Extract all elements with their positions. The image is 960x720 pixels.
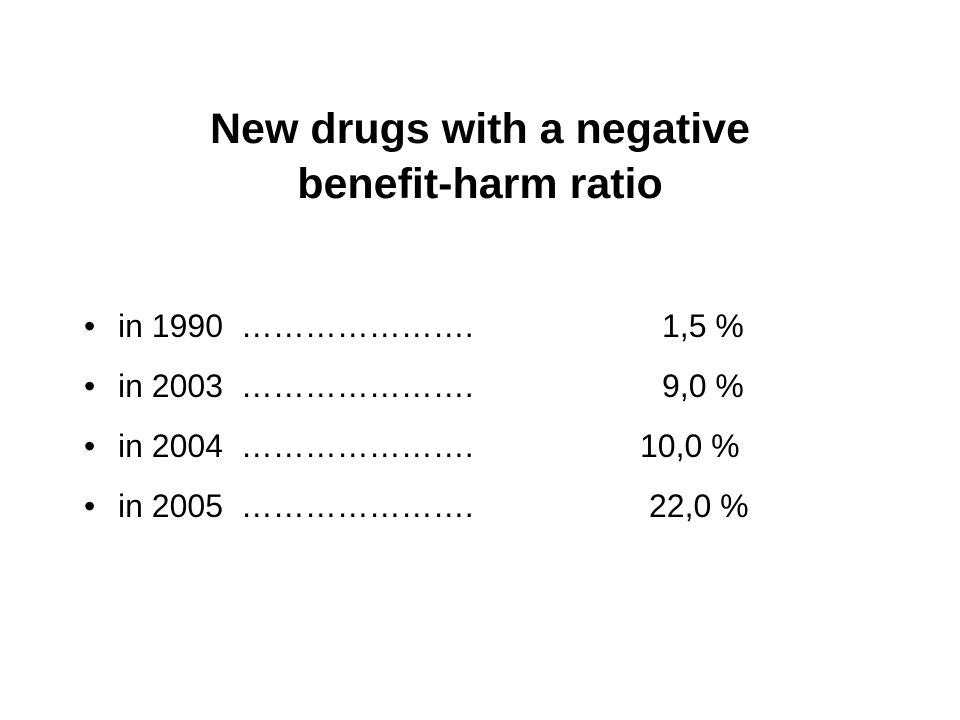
slide-title: New drugs with a negative benefit-harm r… bbox=[60, 102, 900, 212]
bullet-icon: • bbox=[84, 308, 96, 344]
slide-title-line-2: benefit-harm ratio bbox=[297, 160, 663, 208]
bullet-item: • in 2005 …………………. 22,0 % bbox=[84, 481, 864, 541]
bullet-icon: • bbox=[84, 488, 96, 524]
bullet-icon: • bbox=[84, 428, 96, 464]
bullet-label: in 2005 …………………. bbox=[118, 488, 474, 524]
bullet-label: in 1990 …………………. bbox=[118, 308, 474, 344]
bullet-icon: • bbox=[84, 368, 96, 404]
bullet-item: • in 1990 …………………. 1,5 % bbox=[84, 301, 864, 361]
slide-title-line-1: New drugs with a negative bbox=[210, 105, 750, 153]
bullet-item: • in 2003 …………………. 9,0 % bbox=[84, 361, 864, 421]
bullet-value: 9,0 % bbox=[662, 368, 744, 404]
bullet-item: • in 2004 …………………. 10,0 % bbox=[84, 421, 864, 481]
bullet-value: 10,0 % bbox=[640, 428, 740, 464]
bullet-list: • in 1990 …………………. 1,5 % • in 2003 ……………… bbox=[84, 301, 864, 541]
bullet-value: 22,0 % bbox=[649, 488, 749, 524]
bullet-label: in 2004 …………………. bbox=[118, 428, 474, 464]
bullet-value: 1,5 % bbox=[662, 308, 744, 344]
bullet-label: in 2003 …………………. bbox=[118, 368, 474, 404]
